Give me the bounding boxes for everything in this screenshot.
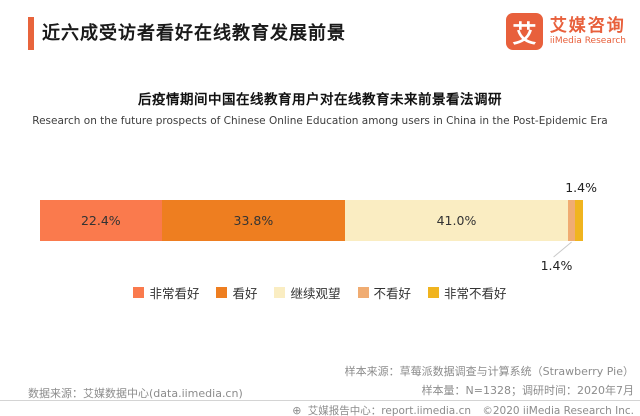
legend-marker bbox=[274, 287, 286, 298]
logo-name-cn: 艾媒咨询 bbox=[549, 16, 626, 36]
bar-segment-2: 33.8% bbox=[161, 200, 346, 241]
footer-divider bbox=[0, 400, 640, 401]
report-center-text: 艾媒报告中心：report.iimedia.cn bbox=[307, 405, 472, 416]
iimedia-logo-text: 艾媒咨询 iiMedia Research bbox=[550, 16, 626, 47]
bar-segment-1: 22.4% bbox=[40, 200, 162, 241]
chart-area: 22.4% 33.8% 41.0% 1.4% 1.4% bbox=[40, 178, 597, 278]
legend-marker bbox=[133, 287, 145, 298]
chart-subtitle: Research on the future prospects of Chin… bbox=[32, 115, 608, 127]
legend-label: 看好 bbox=[232, 286, 258, 301]
stacked-bar: 22.4% 33.8% 41.0% bbox=[40, 200, 583, 241]
legend-item: 不看好 bbox=[357, 283, 412, 302]
legend-item: 非常看好 bbox=[133, 283, 199, 302]
sample-info-note: 样本量：N=1328；调研时间：2020年7月 bbox=[421, 384, 634, 397]
legend-item: 非常不看好 bbox=[428, 283, 507, 302]
bar-segment-value: 33.8% bbox=[233, 213, 274, 228]
legend-label: 不看好 bbox=[373, 286, 412, 301]
bar-segment-3: 41.0% bbox=[345, 200, 568, 241]
globe-icon: ⊕ bbox=[292, 404, 302, 416]
outside-label-above: 1.4% bbox=[565, 180, 597, 195]
sample-source-note: 样本来源：草莓派数据调查与计算系统（Strawberry Pie） bbox=[344, 365, 634, 378]
bar-segment-4 bbox=[567, 200, 576, 241]
bar-segment-5 bbox=[575, 200, 583, 241]
outside-label-below: 1.4% bbox=[540, 258, 573, 273]
legend-marker bbox=[428, 287, 440, 298]
legend: 非常看好 看好 继续观望 不看好 非常不看好 bbox=[0, 283, 640, 302]
sample-notes: 样本来源：草莓派数据调查与计算系统（Strawberry Pie） 样本量：N=… bbox=[345, 362, 634, 400]
chart-title: 后疫情期间中国在线教育用户对在线教育未来前景看法调研 bbox=[138, 92, 502, 108]
legend-label: 非常不看好 bbox=[444, 286, 507, 301]
iimedia-logo: 艾 艾媒咨询 iiMedia Research bbox=[505, 13, 626, 50]
legend-item: 看好 bbox=[216, 283, 257, 302]
iimedia-logo-icon: 艾 bbox=[505, 13, 543, 50]
data-source-note: 数据来源：艾媒数据中心(data.iimedia.cn) bbox=[28, 387, 243, 400]
copyright-text: ©2020 iiMedia Research Inc. bbox=[482, 405, 634, 416]
legend-label: 非常看好 bbox=[149, 286, 200, 301]
legend-label: 继续观望 bbox=[290, 286, 341, 301]
legend-marker bbox=[357, 287, 369, 298]
bar-segment-value: 22.4% bbox=[80, 213, 121, 228]
bar-segment-value: 41.0% bbox=[436, 213, 477, 228]
legend-item: 继续观望 bbox=[274, 283, 341, 302]
legend-marker bbox=[216, 287, 228, 298]
title-accent-bar bbox=[28, 17, 34, 50]
page-title: 近六成受访者看好在线教育发展前景 bbox=[42, 23, 346, 44]
logo-name-en: iiMedia Research bbox=[549, 36, 626, 46]
report-center-line: ⊕ 艾媒报告中心：report.iimedia.cn ©2020 iiMedia… bbox=[292, 403, 634, 416]
